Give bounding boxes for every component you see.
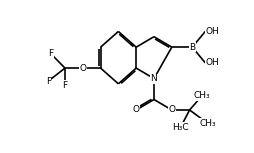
Text: F: F xyxy=(48,49,53,58)
Text: CH₃: CH₃ xyxy=(193,91,210,100)
Text: O: O xyxy=(79,64,86,73)
Text: CH₃: CH₃ xyxy=(198,119,215,128)
Text: O: O xyxy=(168,105,174,114)
Text: OH: OH xyxy=(204,58,218,67)
Text: N: N xyxy=(150,74,157,83)
Text: O: O xyxy=(132,105,139,114)
Text: OH: OH xyxy=(204,27,218,36)
Text: F: F xyxy=(45,77,51,86)
Text: B: B xyxy=(188,43,195,52)
Text: F: F xyxy=(62,81,67,90)
Text: H₃C: H₃C xyxy=(172,123,188,132)
